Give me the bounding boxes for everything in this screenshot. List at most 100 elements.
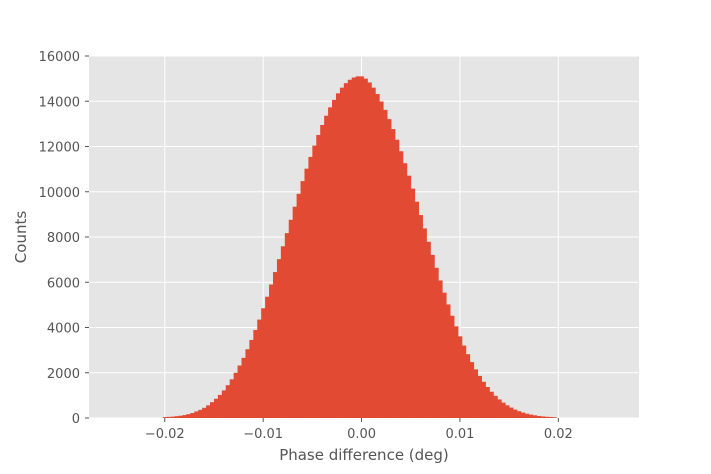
histogram-bar bbox=[446, 304, 451, 418]
histogram-bar bbox=[438, 280, 443, 418]
x-axis-ticks: −0.02 −0.01 0.00 0.01 0.02 bbox=[145, 418, 573, 442]
histogram-bar bbox=[410, 188, 416, 418]
histogram-bar bbox=[253, 329, 258, 418]
histogram-bar bbox=[343, 83, 349, 419]
x-axis-label: Phase difference (deg) bbox=[279, 446, 449, 464]
histogram-bar bbox=[493, 395, 498, 418]
histogram-bar bbox=[206, 405, 211, 418]
x-tick-label: 0.00 bbox=[347, 427, 376, 442]
histogram-bar bbox=[520, 412, 526, 418]
histogram-bar bbox=[418, 215, 423, 418]
histogram-bar bbox=[552, 417, 557, 418]
histogram-bars bbox=[162, 76, 557, 419]
histogram-bar bbox=[457, 336, 463, 418]
histogram-bar bbox=[170, 416, 175, 418]
histogram-bar bbox=[213, 398, 219, 418]
histogram-bar bbox=[237, 365, 242, 418]
histogram-bar bbox=[292, 206, 298, 418]
histogram-bar bbox=[473, 369, 479, 418]
histogram-bar bbox=[210, 402, 215, 418]
histogram-bar bbox=[497, 399, 502, 418]
histogram-bar bbox=[182, 415, 187, 418]
histogram-bar bbox=[355, 76, 360, 419]
histogram-bar bbox=[328, 107, 333, 418]
histogram-bar bbox=[186, 414, 191, 418]
histogram-bar bbox=[324, 115, 329, 418]
histogram-bar bbox=[320, 125, 325, 418]
histogram-bar bbox=[469, 362, 475, 418]
y-tick-label: 8000 bbox=[47, 231, 80, 246]
histogram-bar bbox=[426, 241, 431, 418]
histogram-bar bbox=[174, 416, 179, 418]
histogram-bar bbox=[430, 254, 435, 418]
y-axis-label: Counts bbox=[12, 211, 30, 264]
histogram-bar bbox=[276, 259, 282, 418]
histogram-bar bbox=[241, 357, 246, 418]
histogram-bar bbox=[450, 315, 455, 418]
histogram-bar bbox=[454, 326, 459, 418]
histogram-bar bbox=[269, 284, 274, 418]
histogram-bar bbox=[316, 134, 321, 418]
histogram-bar bbox=[363, 78, 368, 418]
histogram-bar bbox=[481, 381, 486, 418]
histogram-bar bbox=[351, 77, 357, 419]
histogram-bar bbox=[477, 375, 482, 418]
histogram-bar bbox=[375, 94, 380, 418]
histogram-bar bbox=[528, 414, 534, 418]
histogram-bar bbox=[300, 181, 305, 418]
histogram-bar bbox=[166, 416, 172, 418]
histogram-bar bbox=[422, 228, 427, 418]
histogram-bar bbox=[398, 151, 404, 418]
histogram-bar bbox=[339, 87, 345, 419]
histogram-bar bbox=[162, 417, 168, 418]
histogram-bar bbox=[265, 296, 270, 418]
histogram-bar bbox=[394, 139, 400, 418]
histogram-bar bbox=[225, 385, 231, 418]
histogram-bar bbox=[505, 405, 510, 418]
histogram-bar bbox=[257, 319, 262, 418]
histogram-bar bbox=[371, 87, 376, 419]
x-tick-label: 0.01 bbox=[445, 427, 474, 442]
histogram-bar bbox=[532, 415, 538, 418]
histogram-bar bbox=[217, 394, 223, 418]
histogram-bar bbox=[284, 233, 290, 418]
y-tick-label: 16000 bbox=[39, 50, 80, 65]
histogram-bar bbox=[509, 407, 514, 418]
histogram-bar bbox=[434, 267, 439, 418]
y-tick-label: 10000 bbox=[39, 186, 80, 201]
y-tick-label: 12000 bbox=[39, 141, 80, 156]
histogram-bar bbox=[229, 379, 235, 418]
histogram-bar bbox=[280, 246, 286, 418]
histogram-bar bbox=[485, 387, 490, 418]
x-tick-label: 0.02 bbox=[544, 427, 573, 442]
y-axis-ticks: 0 2000 4000 6000 8000 10000 12000 14000 16000 bbox=[39, 50, 89, 427]
histogram-bar bbox=[465, 354, 471, 418]
histogram-bar bbox=[414, 201, 420, 418]
histogram-bar bbox=[178, 415, 183, 418]
histogram-bar bbox=[202, 407, 207, 418]
histogram-bar bbox=[245, 349, 250, 418]
histogram-bar bbox=[461, 345, 467, 418]
histogram-bar bbox=[347, 79, 353, 418]
histogram-bar bbox=[391, 129, 396, 419]
histogram-bar bbox=[406, 175, 412, 418]
histogram-bar bbox=[402, 163, 408, 418]
histogram-bar bbox=[249, 339, 254, 418]
y-tick-label: 2000 bbox=[47, 367, 80, 382]
y-tick-label: 14000 bbox=[39, 95, 80, 110]
histogram-bar bbox=[544, 416, 549, 418]
histogram-bar bbox=[501, 402, 506, 418]
histogram-bar bbox=[540, 416, 545, 418]
y-tick-label: 6000 bbox=[47, 276, 80, 291]
x-tick-label: −0.02 bbox=[145, 427, 185, 442]
histogram-bar bbox=[261, 308, 266, 418]
histogram-bar bbox=[442, 292, 447, 418]
histogram-bar bbox=[516, 411, 522, 418]
histogram-bar bbox=[308, 156, 313, 418]
y-tick-label: 4000 bbox=[47, 322, 80, 337]
histogram-bar bbox=[198, 409, 203, 418]
histogram-bar bbox=[383, 109, 388, 418]
histogram-bar bbox=[536, 415, 542, 418]
